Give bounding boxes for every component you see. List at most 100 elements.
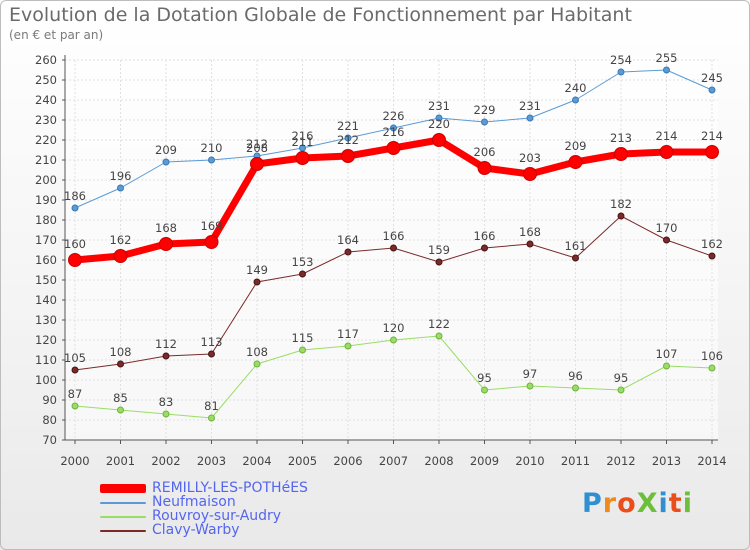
logo-letter: X (636, 488, 659, 519)
data-label-neufmaison: 226 (383, 109, 405, 123)
y-tick-label: 240 (35, 93, 57, 107)
data-label-rouvroy: 95 (614, 371, 629, 385)
data-label-rouvroy: 122 (428, 317, 450, 331)
data-label-clavy: 162 (701, 237, 723, 251)
data-label-neufmaison: 254 (610, 53, 632, 67)
chart-title: Evolution de la Dotation Globale de Fonc… (9, 4, 632, 26)
data-point-clavy (663, 236, 670, 244)
logo-letter: o (617, 488, 637, 519)
data-label-remilly: 209 (565, 139, 587, 153)
y-tick-label: 140 (35, 293, 57, 307)
data-label-neufmaison: 255 (656, 51, 678, 65)
data-label-rouvroy: 83 (159, 395, 174, 409)
data-point-neufmaison (572, 96, 579, 104)
y-tick-label: 250 (35, 73, 57, 87)
data-point-clavy (617, 212, 625, 220)
data-point-neufmaison (663, 66, 670, 74)
data-label-remilly: 162 (110, 233, 132, 247)
data-point-rouvroy (663, 362, 670, 370)
data-point-remilly (614, 147, 628, 161)
data-label-remilly: 208 (246, 141, 268, 155)
data-label-remilly: 220 (428, 117, 450, 131)
data-point-remilly (477, 161, 492, 175)
data-label-remilly: 216 (383, 125, 405, 139)
data-point-remilly (568, 155, 583, 169)
x-tick-label: 2002 (151, 454, 180, 468)
data-label-rouvroy: 108 (246, 345, 268, 359)
data-label-rouvroy: 85 (113, 391, 128, 405)
data-label-neufmaison: 212 (246, 137, 268, 151)
data-label-clavy: 182 (610, 197, 632, 211)
data-point-clavy (572, 254, 579, 262)
x-tick-label: 2008 (424, 454, 453, 468)
y-tick-label: 120 (35, 333, 57, 347)
data-label-neufmaison: 210 (201, 141, 223, 155)
data-point-remilly (341, 149, 355, 163)
data-label-clavy: 149 (246, 263, 268, 277)
x-tick-label: 2011 (561, 454, 590, 468)
y-tick-label: 190 (35, 193, 57, 207)
y-tick-label: 210 (35, 153, 57, 167)
data-point-remilly (113, 249, 128, 263)
data-point-rouvroy (435, 332, 443, 340)
data-label-neufmaison: 245 (701, 71, 723, 85)
y-tick-label: 70 (42, 433, 57, 447)
data-point-remilly (159, 237, 173, 251)
data-point-clavy (481, 244, 488, 252)
data-point-neufmaison (344, 134, 352, 142)
y-tick-label: 150 (35, 273, 57, 287)
logo-letter: i (658, 488, 669, 519)
data-label-neufmaison: 229 (474, 103, 496, 117)
chart-subtitle: (en € et par an) (9, 28, 104, 42)
data-label-neufmaison: 196 (110, 169, 132, 183)
data-label-clavy: 105 (64, 351, 86, 365)
y-tick-label: 230 (35, 113, 57, 127)
data-point-neufmaison (208, 156, 215, 164)
data-label-clavy: 166 (474, 229, 496, 243)
data-label-neufmaison: 231 (428, 99, 450, 113)
series-clavy (71, 212, 716, 374)
x-tick-label: 2012 (606, 454, 635, 468)
data-point-neufmaison (117, 184, 124, 192)
y-tick-label: 80 (42, 413, 57, 427)
y-tick-label: 170 (35, 233, 57, 247)
x-tick-label: 2007 (379, 454, 408, 468)
data-point-clavy (435, 258, 443, 266)
data-point-remilly (250, 157, 264, 171)
data-label-rouvroy: 81 (204, 399, 219, 413)
data-point-clavy (344, 248, 352, 256)
data-labels: 186 196 209 210 212 216 221 226 231 229 231 240 254 2… (64, 51, 723, 413)
data-point-rouvroy (344, 342, 352, 350)
data-point-rouvroy (526, 382, 534, 390)
logo-letter: t (668, 488, 683, 519)
data-label-rouvroy: 115 (292, 331, 314, 345)
data-point-clavy (390, 244, 397, 252)
data-point-remilly (659, 145, 674, 159)
x-tick-label: 2003 (197, 454, 226, 468)
data-point-clavy (253, 278, 261, 286)
data-point-neufmaison (435, 114, 443, 122)
data-label-rouvroy: 96 (568, 369, 583, 383)
x-tick-label: 2001 (106, 454, 135, 468)
data-point-clavy (71, 366, 79, 374)
data-label-remilly: 206 (474, 145, 496, 159)
data-point-clavy (208, 350, 215, 358)
data-label-rouvroy: 106 (701, 349, 723, 363)
data-label-neufmaison: 186 (64, 189, 86, 203)
data-point-remilly (204, 235, 219, 249)
x-tick-label: 2000 (60, 454, 89, 468)
y-tick-label: 220 (35, 133, 57, 147)
y-tick-label: 180 (35, 213, 57, 227)
data-label-remilly: 169 (201, 219, 223, 233)
data-point-rouvroy (162, 410, 170, 418)
series (68, 66, 719, 422)
proxiti-logo[interactable]: ProXiti (582, 488, 693, 519)
axes: 7080901001101201301401501601701801902002… (35, 53, 727, 468)
data-label-neufmaison: 240 (565, 81, 587, 95)
y-tick-label: 160 (35, 253, 57, 267)
legend-label-rouvroy: Rouvroy-sur-Audry (152, 508, 282, 524)
data-point-rouvroy (253, 360, 261, 368)
x-tick-label: 2006 (333, 454, 362, 468)
legend-swatch-rouvroy (100, 516, 146, 518)
